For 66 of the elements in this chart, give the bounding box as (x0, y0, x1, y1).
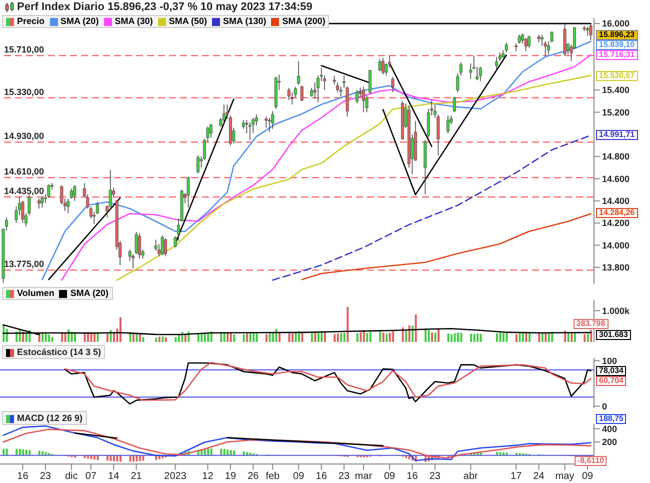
x-tick-label: dic (65, 471, 78, 482)
ref-line-label: 14.930,00 (4, 131, 44, 142)
x-tick-label: 21 (130, 471, 142, 482)
legend-label: Precio (16, 16, 45, 27)
data-label: 301.683 (596, 330, 631, 340)
x-tick-label: 14 (108, 471, 120, 482)
x-tick-label: 23 (338, 471, 350, 482)
data-label: 60,704 (596, 376, 626, 386)
y-tick-label: 14.200 (602, 218, 630, 228)
ref-line-label: 13.775,00 (4, 259, 44, 270)
x-tick-label: 26 (248, 471, 260, 482)
chart-title: MACD (12 26 9) (2, 411, 87, 425)
x-tick-label: 2023 (164, 471, 187, 482)
data-label: 15.839,10 (596, 40, 638, 50)
y-tick-label: 13.800 (602, 262, 630, 273)
legend-label: SMA (20) (69, 288, 109, 299)
legend-label: SMA (20) (60, 16, 99, 27)
data-label: 188,75 (596, 414, 626, 424)
x-tick-label: 17 (510, 471, 522, 482)
x-tick-label: 16 (17, 471, 29, 482)
data-label: 15.716,31 (596, 50, 638, 60)
y-tick-label: 16.000 (602, 18, 630, 29)
legend-label: SMA (130) (222, 16, 266, 27)
legend-label: SMA (200) (281, 16, 326, 27)
x-tick-label: 23 (429, 471, 441, 482)
data-label: 14.991,71 (596, 130, 638, 140)
y-tick-label: 14.000 (602, 240, 630, 250)
y-tick-label: 15.400 (602, 85, 630, 96)
y-tick-label: 14.800 (602, 152, 630, 162)
y-tick-label: 14.600 (602, 174, 630, 184)
x-tick-label: 09 (293, 471, 305, 482)
x-tick-label: 09 (582, 471, 594, 482)
x-tick-label: 19 (224, 471, 236, 482)
ref-line-label: 15.330,00 (4, 86, 44, 97)
x-tick-label: 12 (202, 471, 214, 482)
legend-label: Volumen (16, 288, 54, 299)
data-label: -8,6110 (574, 456, 608, 466)
x-tick-label: 24 (533, 471, 545, 482)
x-tick-label: feb (266, 471, 280, 482)
data-label: 15.530,57 (596, 70, 638, 81)
chart-title: Perf Index Diario 15.896,23 -0,37 % 10 may 2023 17:34:59 (16, 1, 314, 13)
x-tick-label: 16 (316, 471, 328, 482)
annotation: 15.896,23 (596, 30, 638, 40)
ref-line-label: 14.610,00 (4, 166, 44, 177)
y-tick-label: 15.200 (602, 107, 630, 118)
legend-label: SMA (50) (168, 16, 208, 27)
ref-line-label: 15.710,00 (4, 44, 44, 55)
x-tick-label: 23 (40, 471, 52, 482)
y-tick-label: 14.400 (602, 196, 630, 206)
x-tick-label: 16 (406, 471, 418, 482)
data-label: 14.284,26 (596, 208, 638, 218)
x-tick-label: 07 (85, 471, 97, 482)
x-tick-label: abr (463, 471, 479, 482)
ref-line-label: 14.435,00 (4, 186, 44, 196)
x-tick-label: mar (354, 471, 373, 482)
legend-label: SMA (30) (114, 16, 153, 27)
x-tick-label: 09 (384, 471, 396, 482)
y-tick-label: 200 (602, 437, 618, 448)
y-tick-label: 100 (602, 356, 618, 366)
data-label: 383.798 (573, 319, 608, 330)
chart-title: Estocástico (14 3 5) (2, 345, 106, 359)
data-label: 78,034 (596, 366, 626, 376)
y-tick-label: 1.000k (602, 306, 631, 316)
y-tick-label: 400 (602, 424, 618, 434)
y-tick-label: 0 (602, 401, 608, 412)
x-tick-label: may (555, 471, 574, 482)
